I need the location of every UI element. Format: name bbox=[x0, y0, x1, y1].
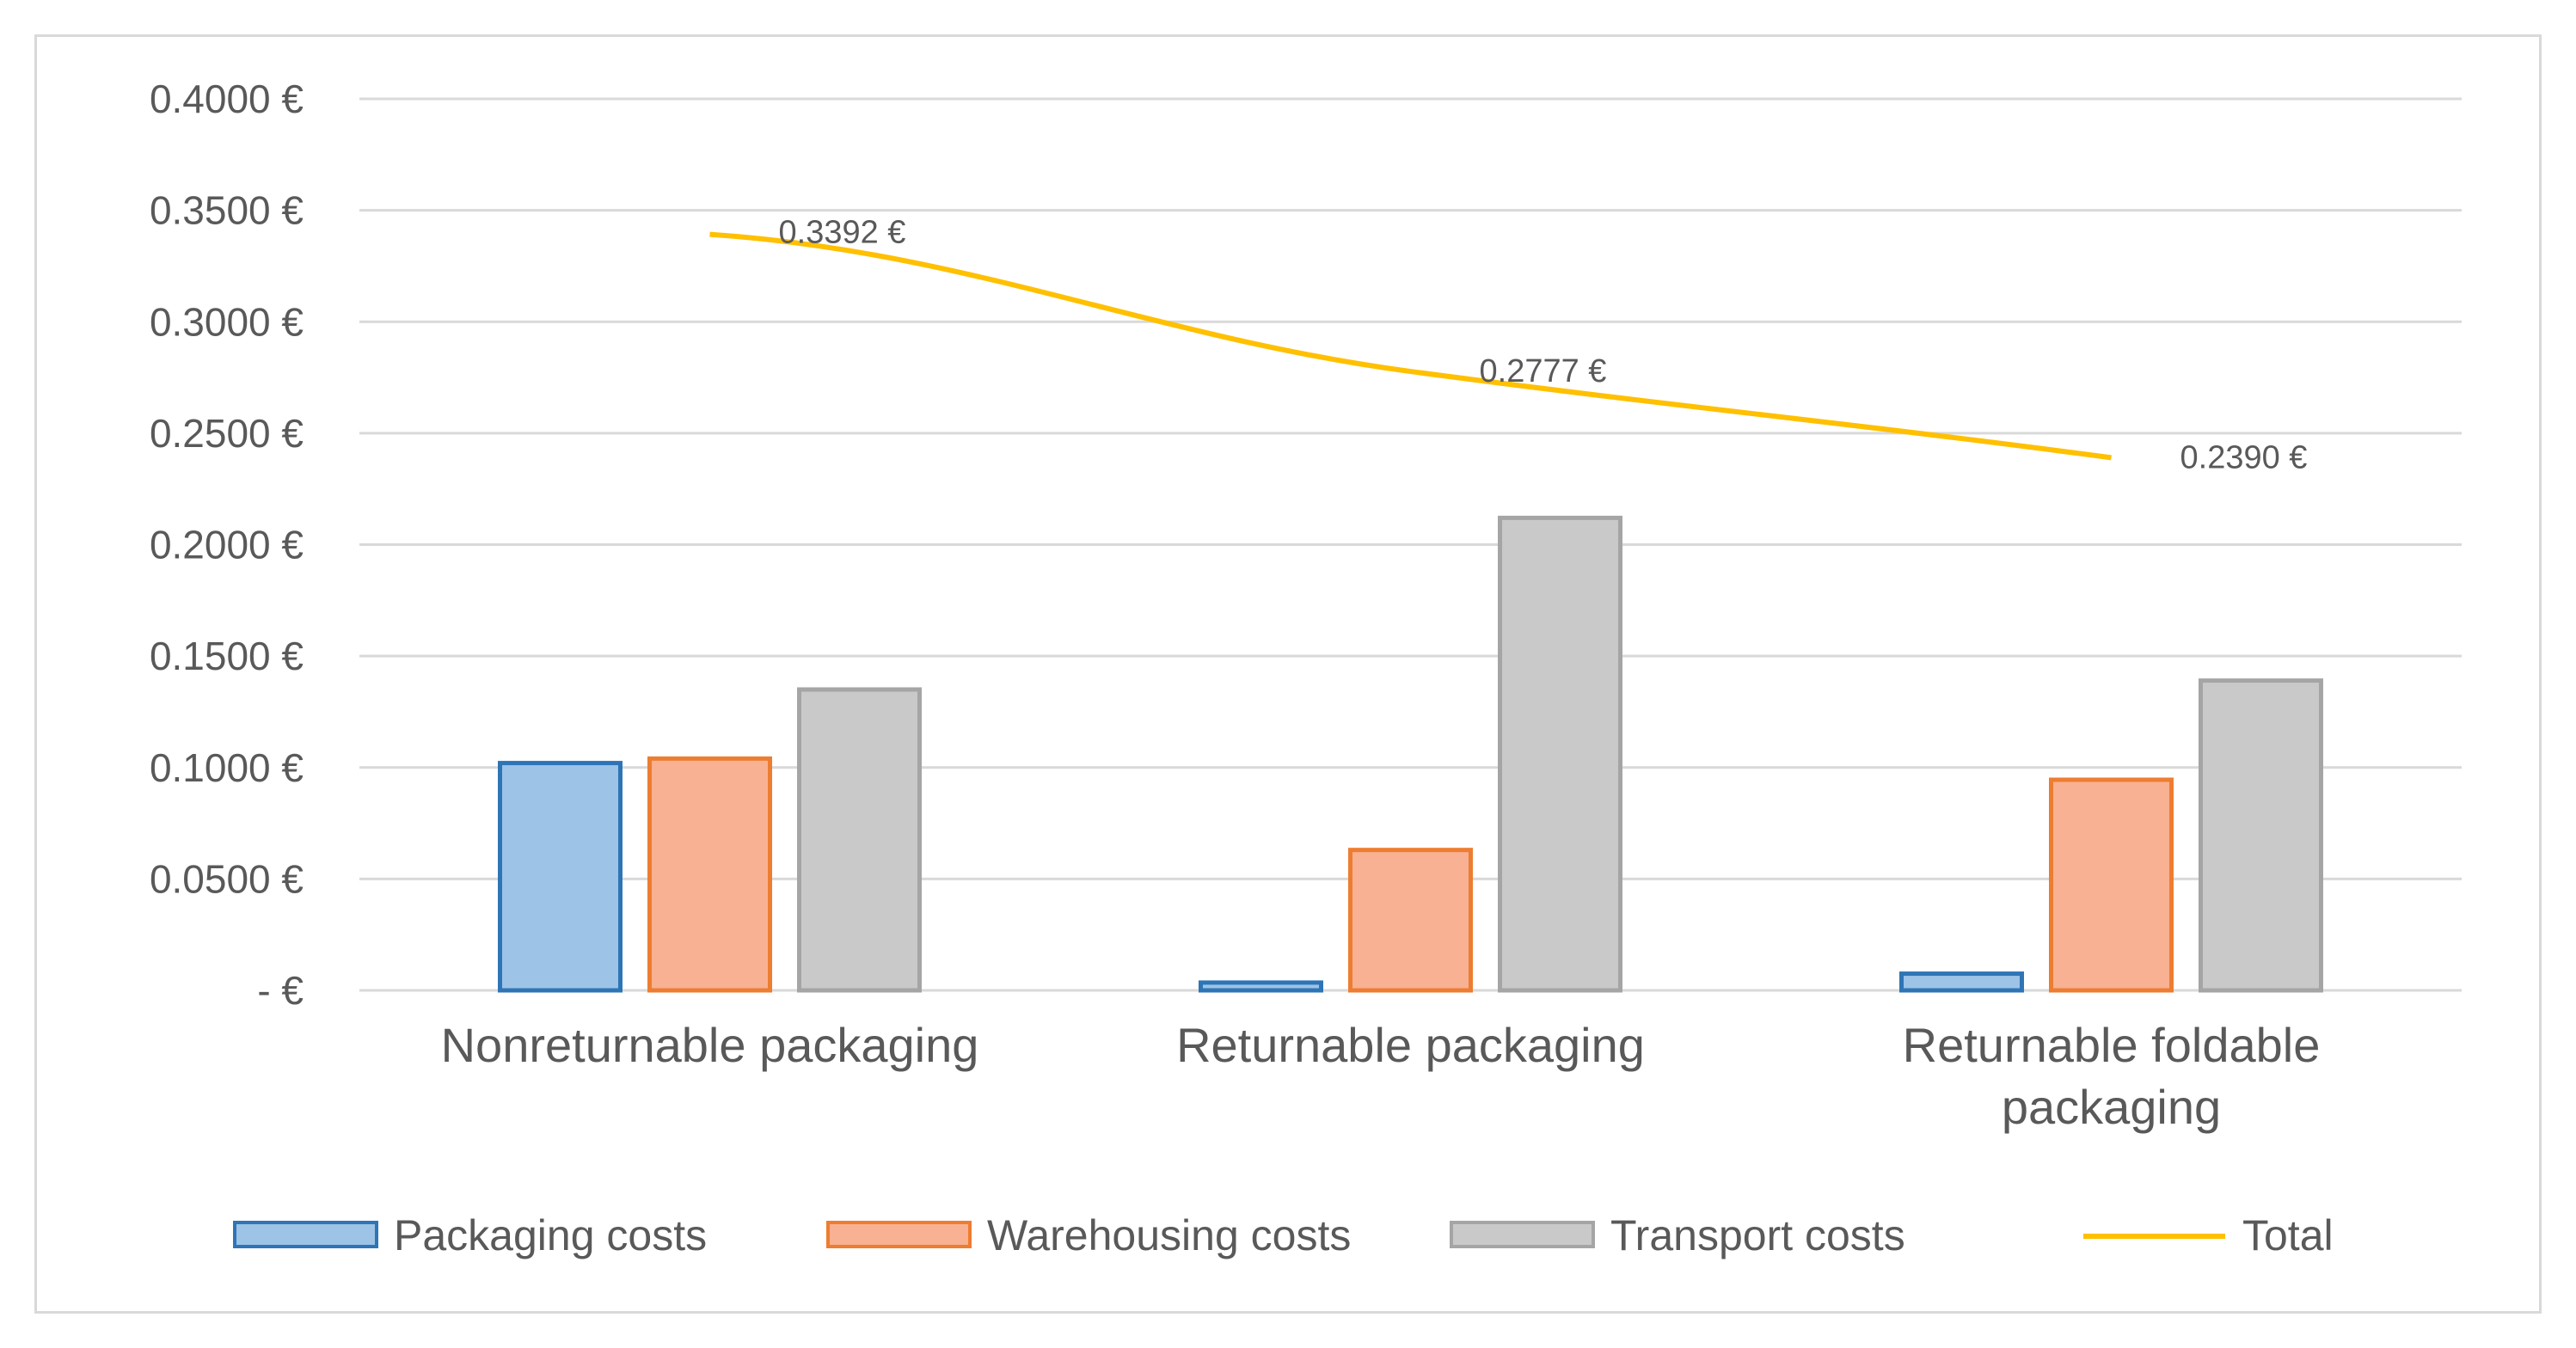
bar-warehousing-costs bbox=[647, 756, 772, 993]
bar-transport-costs bbox=[797, 687, 922, 993]
bar-transport-costs bbox=[1498, 515, 1622, 993]
legend-swatch-transport-costs bbox=[1450, 1221, 1595, 1248]
legend-swatch-packaging-costs bbox=[233, 1221, 378, 1248]
legend-label: Warehousing costs bbox=[987, 1211, 1351, 1259]
total-data-label: 0.2390 € bbox=[2180, 439, 2308, 475]
bar-packaging-costs bbox=[1899, 971, 2024, 993]
bar-warehousing-costs bbox=[1348, 848, 1473, 993]
x-category-label: packaging bbox=[2002, 1080, 2221, 1134]
chart-canvas: - € 0.0500 € 0.1000 € 0.1500 € 0.2000 € 0.250… bbox=[150, 77, 2462, 1259]
x-category-label: Nonreturnable packaging bbox=[441, 1018, 979, 1072]
y-tick-label: 0.2000 € bbox=[150, 523, 304, 567]
x-category-label: Returnable packaging bbox=[1176, 1018, 1645, 1072]
bar-packaging-costs bbox=[1199, 980, 1323, 993]
total-data-label: 0.2777 € bbox=[1480, 353, 1607, 389]
legend-label: Total bbox=[2242, 1211, 2334, 1259]
bar-warehousing-costs bbox=[2049, 777, 2174, 993]
y-tick-label: 0.3000 € bbox=[150, 299, 304, 344]
legend-swatch-warehousing-costs bbox=[826, 1221, 972, 1248]
legend-label: Packaging costs bbox=[394, 1211, 707, 1259]
x-category-label: Returnable foldable bbox=[1903, 1018, 2321, 1072]
y-tick-label: 0.1000 € bbox=[150, 745, 304, 790]
y-tick-label: 0.3500 € bbox=[150, 188, 304, 233]
bar-transport-costs bbox=[2199, 678, 2323, 993]
total-line bbox=[709, 231, 2112, 461]
y-tick-label: 0.0500 € bbox=[150, 856, 304, 901]
legend-label: Transport costs bbox=[1610, 1211, 1905, 1259]
y-tick-label: 0.1500 € bbox=[150, 634, 304, 678]
chart-frame: - € 0.0500 € 0.1000 € 0.1500 € 0.2000 € 0.250… bbox=[34, 34, 2542, 1314]
y-tick-label: 0.4000 € bbox=[150, 77, 304, 121]
total-data-label: 0.3392 € bbox=[779, 215, 906, 251]
y-tick-label: - € bbox=[257, 968, 304, 1013]
y-tick-label: 0.2500 € bbox=[150, 411, 304, 456]
bar-packaging-costs bbox=[498, 761, 623, 993]
